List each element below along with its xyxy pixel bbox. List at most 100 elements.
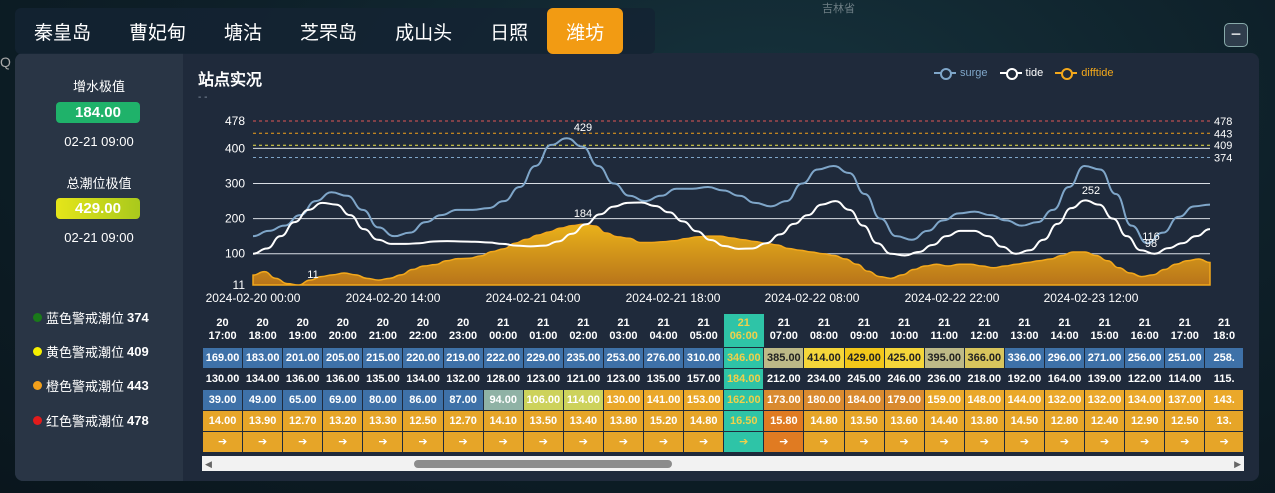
tab-4[interactable]: 成山头 (395, 21, 453, 44)
table-header-cell: 20 17:00 (203, 314, 243, 347)
header-day: 21 (817, 317, 831, 330)
header-day: 20 (336, 317, 349, 330)
y-tick-label: 11 (233, 278, 246, 292)
table-cell: ➔ (362, 430, 404, 453)
x-tick-label: 2024-02-20 00:00 (206, 291, 301, 305)
scroll-right-icon[interactable]: ▶ (1234, 459, 1241, 469)
legend-surge[interactable]: surge (934, 67, 988, 80)
header-day: 21 (898, 317, 911, 330)
table-cell: 49.00 (242, 388, 284, 411)
header-day: 21 (777, 317, 790, 330)
point-label: 252 (1082, 185, 1100, 197)
warning-label: 橙色警戒潮位 (46, 380, 125, 395)
header-time: 23:00 (449, 330, 478, 343)
table-cell: 192.00 (1003, 367, 1045, 390)
tab-0[interactable]: 秦皇岛 (34, 21, 92, 44)
legend-label: tide (1025, 67, 1044, 79)
table-cell: 132.00 (442, 367, 484, 390)
table-cell: 215.00 (362, 346, 404, 369)
table-cell: 132.00 (1043, 388, 1086, 411)
table-header-cell: 20 18:00 (243, 314, 283, 347)
table-cell: 201.00 (282, 346, 324, 369)
tide-extreme-title: 总潮位极值 (66, 177, 132, 192)
table-cell: 385.00 (763, 346, 805, 369)
header-day: 21 (1018, 317, 1031, 330)
header-day: 21 (1178, 317, 1191, 330)
table-cell: 14.50 (1003, 409, 1045, 432)
table-cell: 14.10 (482, 409, 524, 432)
tide-extreme-time: 02-21 09:00 (64, 230, 134, 245)
table-cell: 414.00 (803, 346, 845, 369)
orange-dot-icon (33, 381, 42, 390)
header-day: 21 (1218, 317, 1231, 330)
scroll-left-icon[interactable]: ◀ (205, 459, 212, 469)
table-row: 14.00 13.90 12.70 13.20 13.30 12.50 12.70 14.10… (202, 409, 1244, 432)
table-header-cell: 20 19:00 (283, 314, 323, 347)
header-day: 21 (1138, 317, 1151, 330)
table-cell: 106.00 (522, 388, 564, 411)
header-day: 21 (617, 317, 630, 330)
header-day: 20 (216, 317, 229, 330)
table-cell: 137.00 (1164, 388, 1206, 411)
table-cell: 143. (1204, 388, 1244, 411)
header-day: 21 (537, 317, 550, 330)
tab-5[interactable]: 日照 (490, 21, 529, 44)
table-cell: 123.00 (522, 367, 564, 390)
table-cell: 13.80 (602, 409, 645, 432)
table-cell: 251.00 (1164, 346, 1206, 369)
header-day: 20 (456, 317, 470, 330)
warning-label: 红色警戒潮位 (46, 415, 125, 430)
tab-6[interactable]: 潍坊 (547, 8, 624, 54)
table-cell: ➔ (1003, 430, 1045, 453)
table-cell: ➔ (963, 430, 1005, 453)
table-cell: 14.80 (803, 409, 845, 432)
table-header-cell: 21 18:0 (1205, 314, 1244, 347)
table-cell: ➔ (1124, 430, 1166, 453)
table-header-cell: 21 00:00 (483, 314, 523, 347)
table-cell: 205.00 (322, 346, 364, 369)
y-tick-label: 400 (225, 141, 245, 155)
table-cell: ➔ (923, 430, 965, 453)
table-cell: 15.20 (643, 409, 685, 432)
tab-2[interactable]: 塘沽 (224, 21, 263, 44)
table-cell: 234.00 (803, 367, 845, 390)
table-scrollbar[interactable]: ◀ ▶ (202, 456, 1244, 471)
table-cell: ➔ (442, 430, 484, 453)
legend-tide[interactable]: tide (999, 67, 1044, 80)
tab-1[interactable]: 曹妃甸 (129, 21, 187, 44)
header-day: 20 (296, 317, 309, 330)
map-label: 吉林省 (822, 3, 855, 15)
legend-difftide[interactable]: difftide (1055, 67, 1114, 80)
yellow-dot-icon (33, 347, 42, 356)
table-cell: 246.00 (883, 367, 925, 390)
warning-label: 蓝色警戒潮位 (46, 312, 125, 327)
table-cell: 134.00 (1124, 388, 1166, 411)
warning-label: 黄色警戒潮位 (46, 346, 125, 361)
table-cell: 13.20 (322, 409, 364, 432)
scroll-thumb[interactable] (414, 460, 672, 468)
table-cell: 425.00 (883, 346, 925, 369)
table-cell: 13.90 (242, 409, 284, 432)
table-header-cell: 21 05:00 (684, 314, 724, 347)
tab-3[interactable]: 芝罘岛 (300, 21, 358, 44)
blue-dot-icon (33, 313, 42, 322)
table-header-cell: 21 07:00 (764, 314, 804, 347)
header-time: 08:00 (809, 330, 839, 343)
table-header-cell: 21 15:00 (1085, 314, 1125, 347)
header-time: 18:0 (1213, 330, 1236, 343)
table-cell: ➔ (883, 430, 925, 453)
table-cell: 86.00 (402, 388, 444, 411)
table-header-cell: 21 06:00 (723, 314, 764, 347)
table-cell: 310.00 (683, 346, 725, 369)
chart-dash-mark: - - (198, 92, 208, 103)
table-cell: 135.00 (362, 367, 404, 390)
table-cell: 14.80 (683, 409, 725, 432)
point-label: 11 (307, 269, 318, 281)
table-header-cell: 20 20:00 (323, 314, 363, 347)
table-cell: ➔ (322, 430, 364, 453)
header-time: 21:00 (368, 330, 397, 343)
header-day: 21 (978, 317, 991, 330)
table-cell: 128.00 (482, 367, 524, 390)
collapse-button[interactable]: − (1224, 23, 1248, 47)
table-cell: 276.00 (643, 346, 685, 369)
